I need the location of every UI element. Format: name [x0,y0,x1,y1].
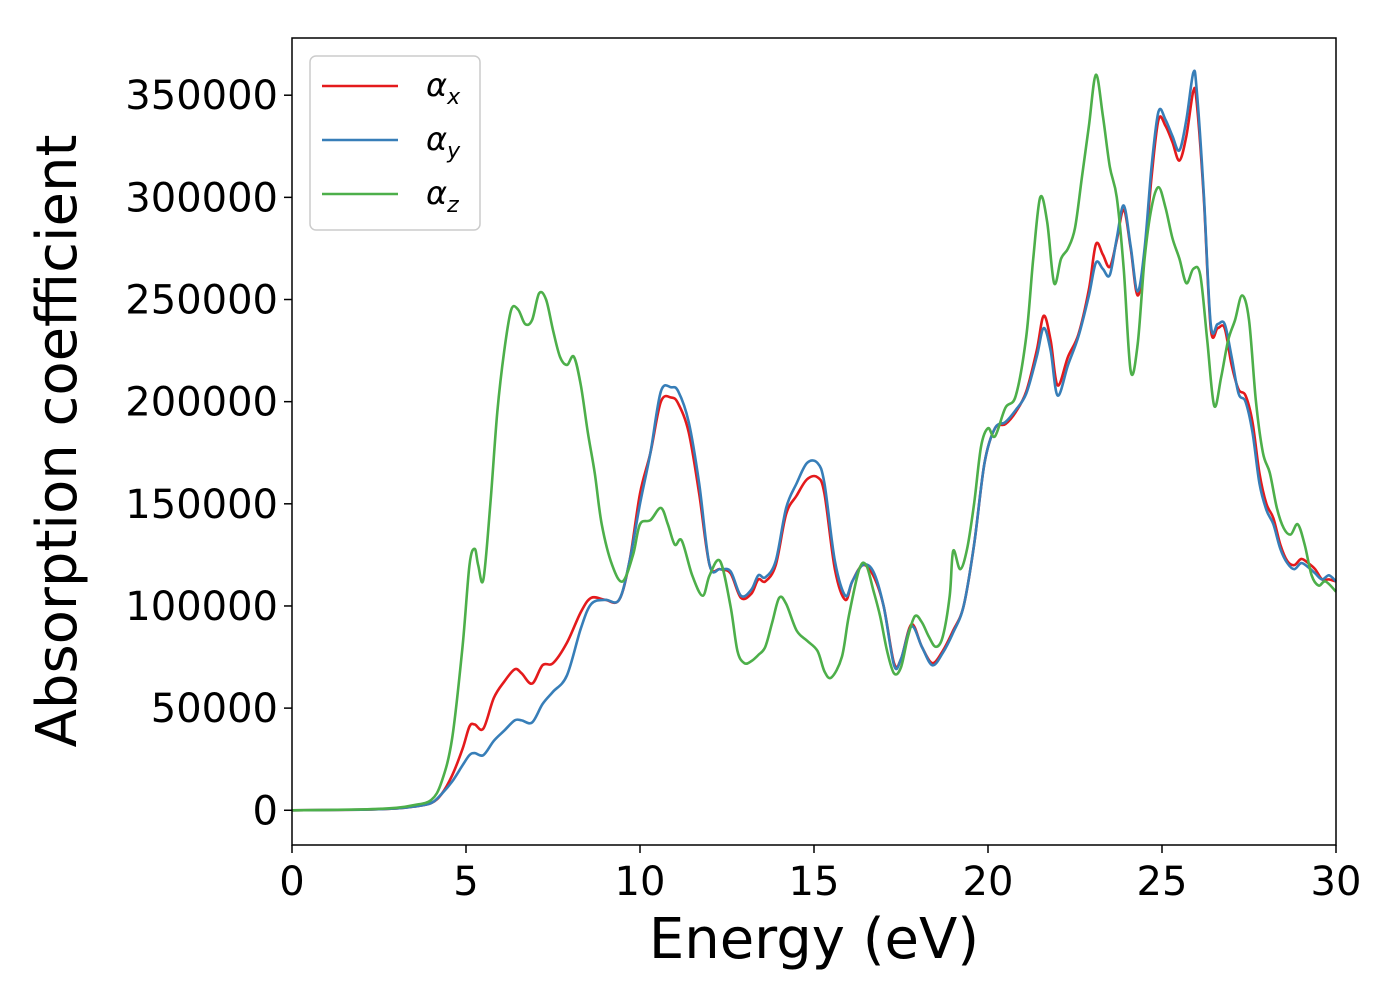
x-tick-label: 10 [615,859,666,905]
x-tick-label: 30 [1311,859,1362,905]
y-tick-label: 150000 [125,482,278,528]
x-tick-label: 15 [789,859,840,905]
series-layer [291,69,1337,812]
y-tick-label: 50000 [151,686,278,732]
series-line-y [291,69,1337,812]
y-tick-label: 300000 [125,175,278,221]
x-tick-label: 5 [453,859,478,905]
y-tick-label: 200000 [125,380,278,426]
x-tick-label: 25 [1137,859,1188,905]
y-tick-label: 350000 [125,73,278,119]
x-tick-label: 20 [963,859,1014,905]
series-line-z [291,73,1337,812]
y-axis-ticks: 0 50000 100000 150000 200000 250000 300000 3500… [125,73,292,834]
y-tick-label: 100000 [125,584,278,630]
y-tick-label: 0 [253,788,278,834]
x-axis-title: Energy (eV) [649,907,979,972]
y-axis-title: Absorption coefficient [25,135,90,748]
x-axis-ticks: 0 5 10 15 20 25 30 [279,845,1361,905]
legend-box [309,55,481,231]
x-tick-label: 0 [279,859,304,905]
y-tick-label: 250000 [125,278,278,324]
